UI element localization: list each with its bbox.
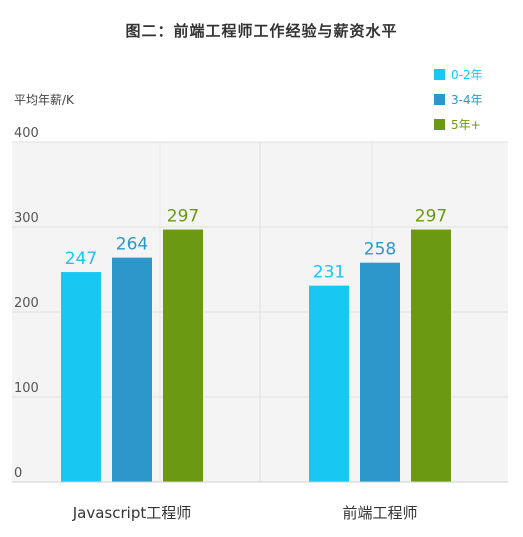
data-label-0-2: 297 bbox=[167, 207, 199, 227]
y-tick-label-3: 300 bbox=[14, 211, 39, 226]
y-tick-label-0: 0 bbox=[14, 466, 22, 481]
x-tick-label-0: Javascript工程师 bbox=[72, 504, 191, 522]
bar-1-2 bbox=[411, 229, 451, 482]
data-label-0-0: 247 bbox=[65, 249, 97, 269]
legend-label-0: 0-2年 bbox=[451, 68, 483, 82]
legend: 0-2年 3-4年 5年+ bbox=[434, 62, 483, 137]
legend-label-2: 5年+ bbox=[451, 118, 481, 132]
bar-0-1 bbox=[112, 257, 152, 482]
bar-0-0 bbox=[61, 272, 101, 482]
legend-item-2: 5年+ bbox=[434, 112, 483, 137]
bar-1-1 bbox=[360, 262, 400, 482]
bar-1-0 bbox=[309, 285, 349, 482]
x-tick-label-1: 前端工程师 bbox=[342, 504, 417, 522]
y-tick-label-2: 200 bbox=[14, 296, 39, 311]
legend-item-0: 0-2年 bbox=[434, 62, 483, 87]
chart-title: 图二：前端工程师工作经验与薪资水平 bbox=[125, 22, 398, 40]
legend-label-1: 3-4年 bbox=[451, 93, 483, 107]
data-label-0-1: 264 bbox=[116, 235, 148, 255]
bar-0-2 bbox=[163, 229, 203, 482]
data-label-1-0: 231 bbox=[313, 263, 345, 283]
data-label-1-2: 297 bbox=[415, 207, 447, 227]
y-tick-label-1: 100 bbox=[14, 381, 39, 396]
legend-swatch-2 bbox=[434, 119, 445, 130]
legend-swatch-0 bbox=[434, 69, 445, 80]
legend-item-1: 3-4年 bbox=[434, 87, 483, 112]
y-axis-label: 平均年薪/K bbox=[14, 93, 74, 107]
legend-swatch-1 bbox=[434, 94, 445, 105]
y-tick-label-4: 400 bbox=[14, 126, 39, 141]
data-label-1-1: 258 bbox=[364, 240, 396, 260]
